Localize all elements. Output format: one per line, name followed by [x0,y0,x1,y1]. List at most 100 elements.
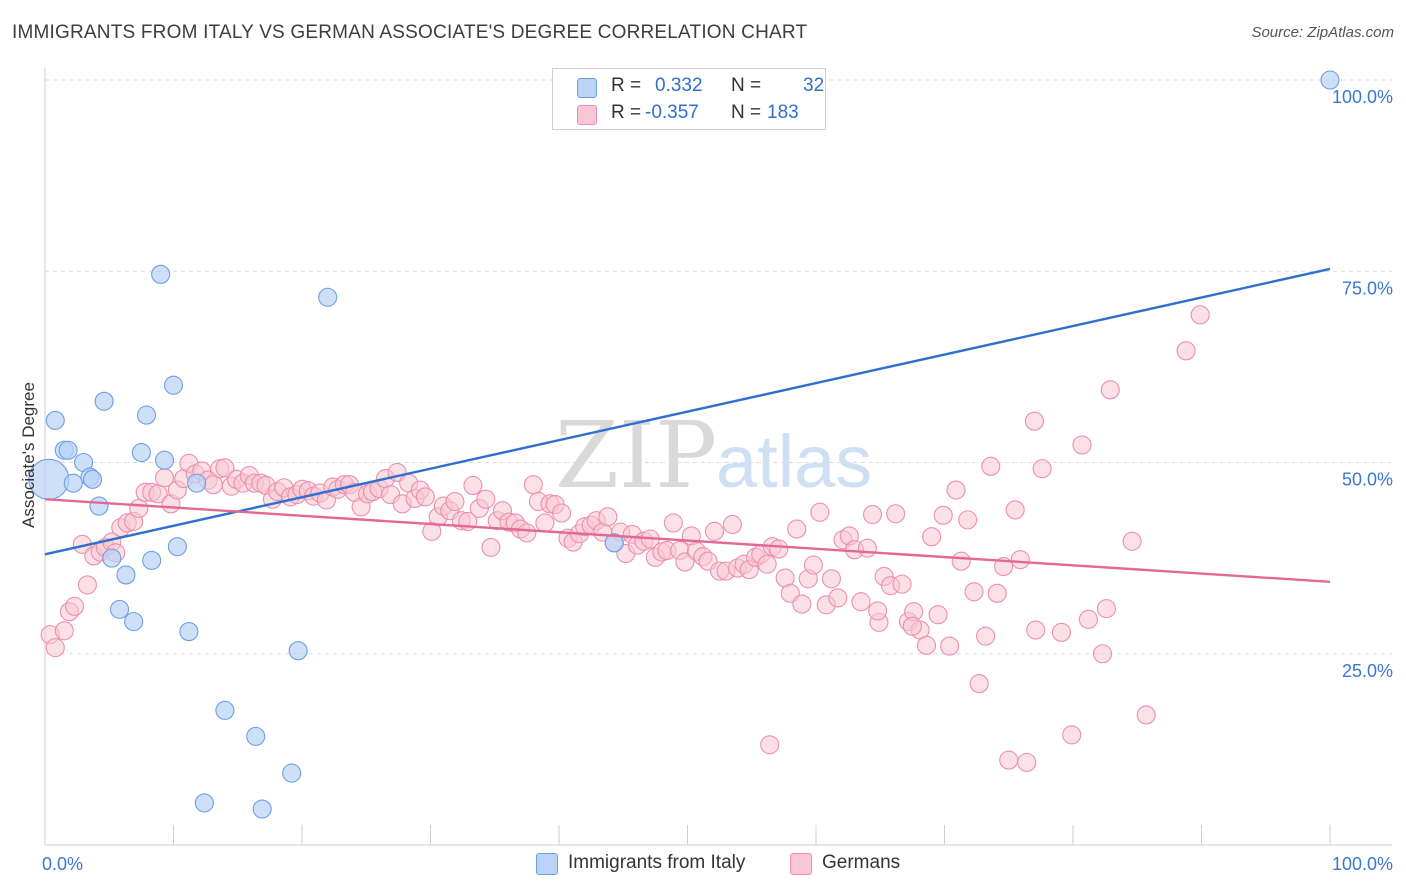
watermark-zip: ZIP [555,402,717,509]
bottom-swatch-italy [536,853,558,875]
germans-point [916,635,937,655]
germans-point [1100,380,1120,400]
bottom-label-germans: Germans [822,852,901,873]
germans-point [987,583,1007,603]
italy-point [151,264,171,284]
legend-n-label: N = [731,75,762,96]
germans-point [810,502,830,522]
germans-point [445,491,465,512]
germans-trend-line [44,498,1331,584]
bottom-label-italy: Immigrants from Italy [568,852,746,873]
germans-point [129,498,149,518]
germans-point [940,636,960,656]
legend-r-value: -0.357 [645,102,699,123]
germans-point [851,592,871,612]
germans-point [922,527,942,547]
germans-point [1051,622,1071,642]
germans-point [1026,620,1046,640]
germans-point [769,539,789,559]
germans-point [1078,609,1098,629]
watermark-atlas: atlas [716,420,872,503]
legend-swatch-germans [577,105,597,125]
italy-point [131,443,151,463]
chart-source: Source: ZipAtlas.com [1251,24,1394,41]
italy-point [288,641,308,661]
x-tick-label: 100.0% [1332,854,1393,874]
axes [44,68,1392,846]
germans-point [981,456,1001,476]
germans-point [552,503,572,523]
trend-lines [44,267,1331,584]
germans-point [1093,644,1113,664]
germans-point [65,596,85,616]
y-tick-label: 100.0% [1332,87,1393,107]
germans-point [760,735,780,755]
germans-point [704,521,725,541]
italy-point [142,550,162,570]
germans-point [821,569,841,589]
germans-point [958,510,978,530]
germans-point [928,605,948,625]
y-tick-label: 25.0% [1342,661,1393,681]
germans-point [946,480,966,500]
legend-n-label: N = [731,102,762,123]
italy-point [604,533,624,553]
germans-point [1062,725,1082,745]
italy-point [116,565,136,585]
italy-point [154,450,175,470]
germans-point [663,513,683,533]
germans-point [45,638,65,658]
germans-point [886,504,906,524]
germans-point [722,514,743,535]
x-tick-label: 0.0% [42,854,83,874]
italy-point [1320,70,1340,90]
watermark: ZIP atlas [555,402,872,509]
germans-point [1190,305,1210,325]
italy-point [58,440,78,460]
germans-point [999,750,1019,770]
italy-point [194,793,214,813]
germans-point [215,458,235,478]
germans-point [77,575,97,595]
italy-point [45,410,65,430]
germans-point [1005,500,1025,520]
germans-point [476,489,496,509]
germans-point [787,519,807,539]
germans-point [517,523,537,543]
italy-point [136,405,157,425]
legend-r-value: 0.332 [655,75,703,96]
bottom-swatch-germans [790,853,812,875]
italy-point [82,469,103,489]
germans-point [1010,550,1030,570]
germans-point [757,554,777,574]
germans-point [976,626,996,646]
germans-point [535,513,555,533]
germans-point [463,475,483,496]
germans-point [951,551,971,571]
germans-point [1096,599,1116,619]
italy-point [246,726,266,746]
italy-point [167,537,187,557]
germans-point [1122,531,1142,551]
germans-point [862,504,883,525]
germans-point [1072,435,1092,455]
legend-r-label: R = [611,102,642,123]
germans-point [1176,341,1196,361]
germans-point [902,616,922,636]
italy-point [109,599,130,619]
tick-labels: 25.0% 50.0% 75.0% 100.0% 0.0% 100.0% [42,87,1393,874]
grid-lines [45,79,1392,655]
germans-point [803,555,823,575]
germans-point [868,601,888,621]
italy-point [89,496,109,516]
germans-point [857,538,877,558]
germans-point [54,621,74,641]
y-axis-label: Associate's Degree [19,382,38,528]
germans-point [933,505,953,525]
legend-n-value: 183 [767,102,799,123]
germans-point [828,588,848,608]
italy-points [28,70,1340,819]
correlation-legend: R = 0.332 N = 32 R = -0.357 N = 183 [552,68,826,130]
italy-point [124,612,144,632]
